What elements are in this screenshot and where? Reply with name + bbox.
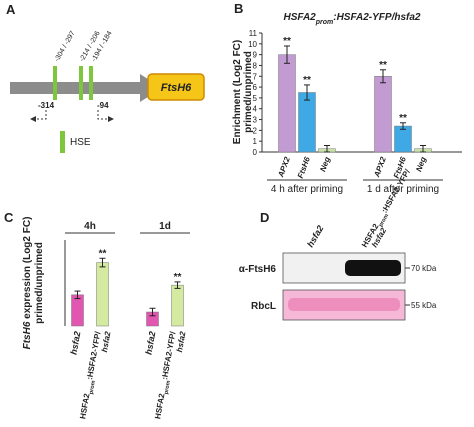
y-tick-label: 8: [253, 61, 258, 70]
y-tick-label: 10: [248, 40, 257, 49]
group-label: 4h: [84, 221, 96, 232]
panel-letter: B: [234, 1, 243, 16]
category-label-part: hsfa2: [175, 330, 188, 353]
category-label: Neg: [414, 156, 428, 173]
y-tick-label: 6: [253, 83, 258, 92]
significance: **: [99, 248, 107, 259]
gene-label: FtsH6: [161, 82, 192, 94]
hse-site: [53, 66, 57, 100]
category-label: hsfa2: [100, 330, 113, 353]
category-label: Neg: [318, 156, 332, 173]
category-label-part: prom: [164, 380, 172, 395]
group-label: 1d: [159, 221, 171, 232]
gene-box: [147, 73, 205, 101]
primer-arrow: [34, 110, 47, 120]
category-label-part: :HSFA2-YFP/: [85, 330, 102, 380]
group-label: 4 h after priming: [271, 184, 343, 195]
primer-position: -94: [97, 101, 109, 110]
category-label-part: prom: [89, 380, 97, 395]
primer-position: -314: [38, 101, 55, 110]
y-tick-label: 9: [253, 51, 258, 60]
y-axis-label: primed/unprimed: [34, 242, 45, 324]
y-tick-label: 11: [249, 29, 258, 38]
category-label-part: HSFA2: [78, 392, 91, 419]
y-axis-label-part: FtsH6: [22, 321, 33, 349]
bar: [278, 54, 296, 153]
marker-label: 55 kDa: [411, 301, 437, 310]
primer-arrow-head: [30, 116, 36, 122]
hse-site: [79, 66, 83, 100]
row-label: α-FtsH6: [239, 264, 277, 275]
significance: **: [399, 113, 407, 124]
bar: [71, 294, 84, 327]
stain-band: [288, 298, 400, 311]
y-tick-label: 4: [253, 105, 258, 114]
group-label: 1 d after priming: [367, 184, 439, 195]
western-blot: α-FtsH6 RbcL 70 kDa 55 kDa: [239, 252, 437, 321]
y-tick-label: 0: [253, 148, 258, 157]
category-label: FtsH6: [296, 155, 312, 179]
column-label-part: prom: [378, 213, 390, 228]
panel-letter: A: [6, 2, 16, 17]
category-label-part: :HSFA2-YFP/: [160, 330, 177, 380]
category-label: APX2: [372, 155, 388, 179]
hse-site: [89, 66, 93, 100]
significance: **: [174, 272, 182, 283]
category-label: hsfa2: [144, 331, 158, 356]
y-axis-label-part: expression (Log2 FC): [22, 217, 33, 322]
y-axis-label: FtsH6 expression (Log2 FC): [22, 217, 33, 350]
y-tick-label: 5: [253, 94, 258, 103]
category-label: hsfa2: [175, 330, 188, 353]
bar: [394, 125, 412, 153]
primer-arrow: [97, 110, 110, 120]
bar: [374, 76, 392, 153]
chart-title-part: :HSFA2-YFP/hsfa2: [333, 12, 421, 23]
y-axis-label: Enrichment (Log2 FC): [232, 40, 243, 144]
row-label: RbcL: [251, 301, 276, 312]
hse-legend-label: HSE: [70, 137, 91, 148]
chart-title-part: HSFA2: [284, 12, 317, 23]
y-axis-label: primed/unprimed: [243, 51, 254, 133]
chart-title: HSFA2prom:HSFA2-YFP/hsfa2: [284, 12, 421, 26]
chart-title-part: prom: [315, 19, 334, 26]
y-tick-label: 2: [253, 126, 258, 135]
category-label-part: HSFA2: [153, 392, 166, 419]
bar: [171, 284, 184, 327]
category-label: hsfa2: [69, 331, 83, 356]
y-tick-label: 1: [253, 137, 258, 146]
column-label: hsfa2: [305, 224, 325, 249]
panel-letter: C: [4, 210, 14, 225]
marker-label: 70 kDa: [411, 264, 437, 273]
bar: [298, 92, 316, 153]
promoter-diagram: FtsH6 -304 / -297 -214 / -206 -194 / -18…: [10, 30, 205, 153]
category-label-part: hsfa2: [100, 330, 113, 353]
site-label: -304 / -297: [54, 30, 77, 63]
hse-legend-mark: [60, 131, 65, 153]
primer-arrow-head: [108, 116, 114, 122]
y-tick-label: 3: [253, 116, 258, 125]
blot-band: [345, 260, 401, 276]
category-label: APX2: [276, 155, 292, 179]
bar: [96, 262, 109, 327]
significance: **: [379, 60, 387, 71]
significance: **: [303, 75, 311, 86]
significance: **: [283, 36, 291, 47]
panel-letter: D: [260, 210, 269, 225]
y-tick-label: 7: [253, 72, 258, 81]
